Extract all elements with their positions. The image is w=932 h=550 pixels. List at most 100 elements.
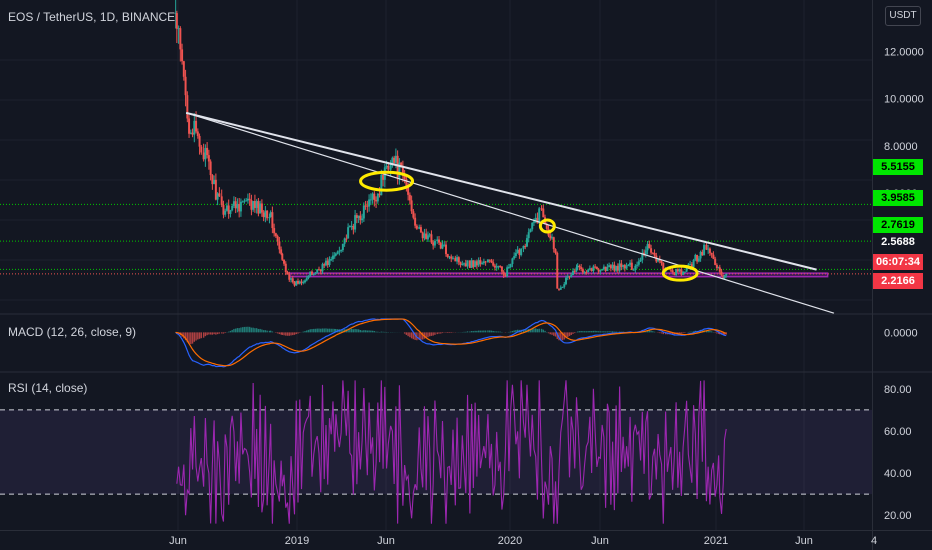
candle-body	[680, 269, 683, 275]
candle-body	[694, 254, 697, 260]
macd-line	[175, 318, 727, 368]
candle-body	[676, 269, 679, 272]
macd-histogram-bar	[198, 332, 201, 339]
candle-body	[466, 260, 469, 267]
candle-body	[566, 276, 569, 278]
macd-histogram-bar	[208, 332, 210, 335]
macd-histogram-bar	[280, 332, 282, 335]
rsi-label[interactable]: RSI (14, close)	[8, 381, 88, 395]
macd-histogram-bar	[200, 332, 203, 339]
macd-histogram-bar	[603, 331, 605, 333]
candle-body	[542, 208, 545, 218]
candle-body	[568, 276, 571, 278]
rsi-tick-label: 20.00	[884, 510, 912, 522]
macd-histogram-bar	[297, 332, 299, 334]
candle-body	[662, 262, 665, 272]
candle-body	[592, 266, 595, 271]
candle-body	[717, 267, 720, 269]
macd-histogram-bar	[307, 329, 310, 333]
candle-body	[281, 253, 284, 260]
candle-body	[193, 120, 196, 135]
macd-histogram-bar	[290, 332, 292, 336]
macd-histogram-bar	[410, 332, 413, 339]
macd-histogram-bar	[204, 332, 207, 337]
candle-body	[298, 281, 301, 284]
candle-body	[613, 264, 616, 271]
candle-body	[601, 269, 604, 271]
candle-body	[227, 205, 230, 214]
candle-body	[317, 269, 320, 271]
candle-body	[599, 270, 602, 272]
highlight-ellipse	[538, 218, 556, 234]
price-tick-label: 12.0000	[884, 47, 924, 59]
macd-histogram-bar	[240, 327, 242, 333]
macd-histogram-bar	[470, 331, 473, 333]
candle-body	[454, 257, 457, 262]
candle-body	[238, 203, 241, 212]
macd-lines	[174, 318, 727, 368]
candle-body	[340, 250, 343, 252]
candle-body	[725, 273, 728, 276]
macd-histogram-bar	[484, 330, 487, 333]
macd-histogram-bar	[441, 332, 444, 334]
macd-histogram-bar	[613, 331, 616, 333]
macd-histogram-bar	[352, 329, 355, 333]
macd-histogram-bar	[513, 330, 515, 333]
macd-histogram-bar	[678, 332, 681, 334]
macd-histogram-bar	[440, 332, 442, 334]
candle-body	[382, 174, 385, 180]
symbol-title[interactable]: EOS / TetherUS, 1D, BINANCE	[8, 10, 176, 24]
candle-body	[464, 263, 467, 267]
macd-histogram-bar	[592, 330, 595, 333]
candle-body	[179, 28, 182, 50]
candle-body	[558, 288, 561, 290]
currency-selector[interactable]: USDT	[885, 6, 921, 26]
candle-body	[250, 200, 253, 210]
trendlines[interactable]	[185, 111, 835, 314]
candle-body	[660, 261, 663, 263]
macd-histogram-bar	[560, 332, 562, 341]
macd-histogram-bar	[349, 328, 351, 333]
candle-body	[398, 162, 401, 178]
macd-histogram-bar	[682, 332, 684, 334]
candle-body	[284, 263, 287, 273]
candle-body	[425, 233, 428, 240]
macd-histogram-bar	[188, 332, 190, 344]
candle-body	[290, 278, 293, 280]
macd-histogram-bar	[606, 331, 609, 333]
candle-body	[518, 249, 521, 256]
candle-body	[220, 196, 223, 205]
macd-histogram-bar	[497, 331, 500, 333]
candle-body	[214, 179, 217, 200]
macd-histogram-bar	[522, 329, 525, 333]
candle-body	[352, 225, 355, 230]
candle-body	[231, 205, 234, 211]
macd-histogram-bar	[599, 331, 602, 333]
macd-histogram-bar	[689, 331, 691, 333]
macd-histogram-bar	[717, 332, 720, 334]
macd-histogram-bar	[231, 329, 233, 333]
candle-body	[355, 215, 358, 218]
macd-histogram-bar	[375, 331, 377, 333]
macd-histogram-bar	[479, 330, 482, 333]
candle-body	[330, 259, 333, 261]
macd-label[interactable]: MACD (12, 26, close, 9)	[8, 325, 137, 339]
macd-histogram-bar	[515, 330, 517, 333]
macd-histogram-bar	[261, 329, 263, 333]
candle-body	[581, 269, 584, 273]
macd-histogram-bar	[313, 328, 315, 333]
price-tick-label: 10.0000	[884, 94, 924, 106]
macd-histogram-bar	[311, 329, 313, 333]
macd-histogram-bar	[229, 330, 232, 333]
macd-histogram-bar	[553, 332, 555, 336]
candle-body	[415, 225, 418, 229]
candle-body	[347, 227, 350, 239]
macd-histogram-bar	[254, 328, 256, 333]
macd-histogram-bar	[554, 332, 557, 337]
macd-histogram-bar	[250, 327, 253, 333]
macd-histogram-bar	[377, 331, 379, 333]
candle-body	[348, 226, 351, 228]
macd-histogram-bar	[334, 328, 336, 333]
candle-body	[495, 266, 498, 268]
